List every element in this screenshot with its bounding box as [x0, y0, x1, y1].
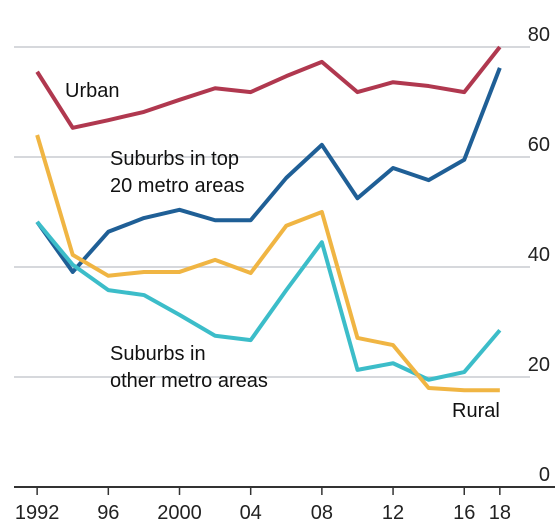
y-tick-label: 80: [528, 24, 550, 46]
x-tick-label: 04: [240, 502, 262, 524]
x-tick-label: 2000: [157, 502, 202, 524]
x-tick-label: 18: [489, 502, 511, 524]
x-tick-label: 08: [311, 502, 333, 524]
x-tick-label: 1992: [15, 502, 60, 524]
x-tick-label: 16: [453, 502, 475, 524]
series-label: Rural: [452, 400, 500, 422]
x-tick-label: 12: [382, 502, 404, 524]
series-label: Urban: [65, 80, 120, 102]
series-line: [35, 67, 502, 274]
x-tick-label: 96: [97, 502, 119, 524]
series-line: [35, 134, 500, 393]
series-line: [35, 220, 502, 382]
y-tick-label: 60: [528, 134, 550, 156]
series-label: Suburbs in top 20 metro areas: [110, 148, 245, 197]
y-tick-label: 20: [528, 354, 550, 376]
y-tick-label: 0: [539, 464, 550, 486]
series-label: Suburbs in other metro areas: [110, 343, 268, 392]
y-tick-label: 40: [528, 244, 550, 266]
series-line: [35, 45, 502, 130]
